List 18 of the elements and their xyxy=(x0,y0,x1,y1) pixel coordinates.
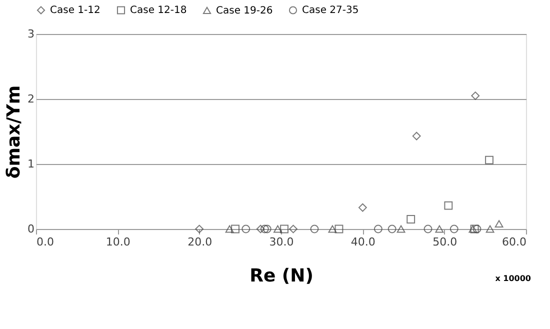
y-tick-label: 2 xyxy=(28,92,34,106)
legend-label: Case 12-18 xyxy=(130,5,187,16)
legend-label: Case 19-26 xyxy=(216,5,273,16)
legend-label: Case 1-12 xyxy=(50,5,100,16)
x-tick-label: 10.0 xyxy=(106,236,130,248)
x-tick-label: 40.0 xyxy=(350,236,376,248)
y-tick-label: 1 xyxy=(28,158,34,170)
x-tick-label: 0.0 xyxy=(36,236,54,248)
x-tick-label: 60.0 xyxy=(502,236,526,248)
x-tick-label: 20.0 xyxy=(188,236,212,248)
x-axis-title: Re (N) xyxy=(250,266,314,286)
x-tick-label: 30.0 xyxy=(269,236,294,248)
y-axis-title: δmax/Ym xyxy=(4,85,24,179)
y-tick-label: 0 xyxy=(28,222,34,236)
y-tick-label: 3 xyxy=(28,28,34,40)
legend-label: Case 27-35 xyxy=(302,5,359,16)
text: x 10000 xyxy=(495,274,532,283)
x-tick-label: 50.0 xyxy=(432,236,458,248)
